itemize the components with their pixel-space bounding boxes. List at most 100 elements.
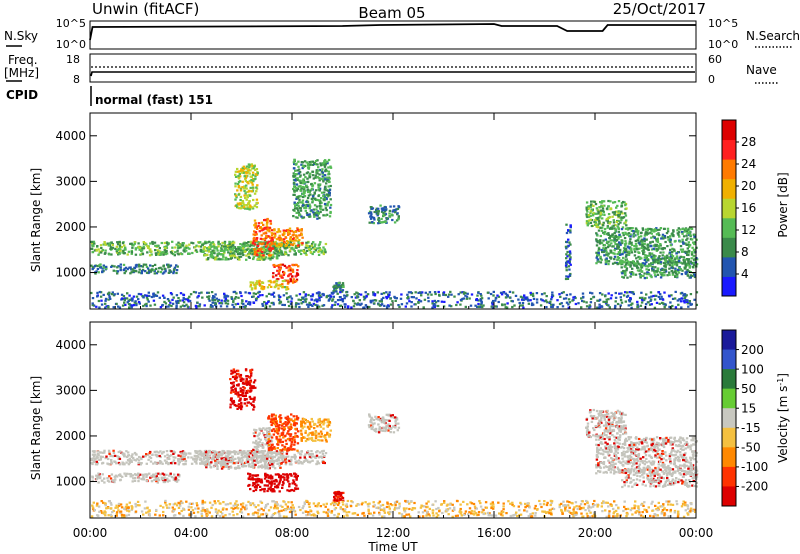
power-cell xyxy=(250,249,254,253)
velocity-cell xyxy=(150,480,154,483)
velocity-cell xyxy=(198,449,202,453)
power-cell xyxy=(388,212,391,215)
power-cell xyxy=(146,245,149,248)
power-cell xyxy=(630,291,633,294)
power-cell xyxy=(252,295,255,298)
power-cell xyxy=(658,259,661,262)
power-cell xyxy=(368,221,371,224)
power-cell xyxy=(690,257,693,260)
power-cell xyxy=(107,244,110,247)
power-cell xyxy=(261,288,264,291)
velocity-cell xyxy=(113,460,116,463)
velocity-cell xyxy=(177,454,180,457)
power-cell xyxy=(245,187,248,190)
power-cell xyxy=(327,158,331,162)
power-cell xyxy=(237,246,240,249)
power-cell xyxy=(280,243,283,246)
power-cell xyxy=(247,171,250,174)
power-cell xyxy=(314,160,318,163)
power-cell xyxy=(175,306,178,309)
power-cell xyxy=(323,174,327,177)
power-cell xyxy=(692,255,696,258)
power-cell xyxy=(616,245,619,248)
power-cell xyxy=(540,293,544,296)
power-cell xyxy=(631,267,634,270)
power-cell xyxy=(643,272,646,275)
power-cell xyxy=(327,201,330,204)
power-cell xyxy=(375,210,378,213)
power-cell xyxy=(359,303,362,307)
power-cell xyxy=(649,274,652,277)
power-cell xyxy=(519,304,522,307)
power-cell xyxy=(237,174,240,178)
power-cell xyxy=(250,163,253,166)
velocity-cell xyxy=(231,385,235,388)
power-cell xyxy=(687,259,690,262)
power-cell xyxy=(373,294,377,297)
power-cell xyxy=(305,298,308,301)
power-cell xyxy=(301,236,304,239)
power-cell xyxy=(226,302,230,305)
power-cell xyxy=(275,249,278,253)
power-cell xyxy=(318,291,321,294)
power-cell xyxy=(102,266,105,269)
power-cell xyxy=(339,289,342,293)
power-cell xyxy=(196,296,199,299)
power-cell xyxy=(679,245,683,248)
velocity-cell xyxy=(138,473,142,476)
power-cell xyxy=(550,298,553,301)
power-cell xyxy=(623,201,626,204)
power-cell xyxy=(285,243,288,247)
power-cell xyxy=(169,250,173,254)
power-cell xyxy=(630,247,633,250)
power-cell xyxy=(389,297,392,300)
velocity-cell xyxy=(163,476,166,479)
power-cell xyxy=(504,296,508,299)
power-cell xyxy=(663,264,666,268)
power-cell xyxy=(221,241,224,244)
power-cell xyxy=(273,242,276,246)
power-cell xyxy=(597,249,600,252)
velocity-cell xyxy=(177,458,180,461)
power-cell xyxy=(116,251,119,254)
power-cell xyxy=(91,242,94,245)
power-cell xyxy=(261,242,264,245)
power-cell xyxy=(296,177,299,180)
power-cell xyxy=(457,293,460,296)
power-cell xyxy=(685,238,688,242)
velocity-cell xyxy=(95,474,98,477)
power-cell xyxy=(508,296,512,299)
power-cell xyxy=(303,186,306,189)
power-cell xyxy=(565,223,568,226)
power-cell xyxy=(693,235,696,238)
power-cell xyxy=(650,262,653,265)
power-cell xyxy=(625,262,628,265)
power-cell xyxy=(130,268,133,271)
power-cell xyxy=(154,294,157,297)
power-cell xyxy=(166,264,170,267)
power-cell xyxy=(693,248,697,251)
velocity-cell xyxy=(199,452,202,456)
power-cell xyxy=(478,305,482,308)
power-cell xyxy=(635,245,638,248)
power-cell xyxy=(619,259,622,262)
velocity-cell xyxy=(136,457,139,461)
power-cell xyxy=(604,301,607,304)
power-cell xyxy=(384,221,387,224)
power-cell xyxy=(245,204,248,207)
power-cell xyxy=(653,236,656,240)
power-cell xyxy=(631,302,634,305)
power-cell xyxy=(551,305,554,309)
power-cell xyxy=(259,226,262,229)
power-cell xyxy=(308,213,311,216)
velocity-cell xyxy=(155,462,158,465)
velocity-cell xyxy=(147,458,150,461)
power-cell xyxy=(365,295,368,298)
power-cell xyxy=(626,228,630,231)
velocity-cell xyxy=(207,461,210,464)
power-cell xyxy=(228,253,232,256)
power-cell xyxy=(376,214,379,217)
power-cell xyxy=(152,294,155,297)
power-cell xyxy=(424,291,427,294)
power-cell xyxy=(566,255,569,258)
